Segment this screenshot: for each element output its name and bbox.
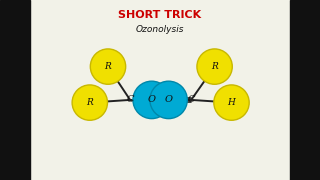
Bar (290, 0, 320, 180)
Text: C: C (126, 95, 134, 104)
Text: C: C (188, 95, 195, 104)
Bar (0, 0, 30, 180)
Circle shape (133, 81, 171, 119)
Circle shape (72, 85, 108, 120)
Circle shape (214, 85, 249, 120)
Text: R: R (105, 62, 111, 71)
Text: H: H (228, 98, 236, 107)
Text: O: O (148, 95, 156, 104)
Circle shape (90, 49, 126, 84)
Text: SHORT TRICK: SHORT TRICK (118, 10, 202, 20)
Circle shape (197, 49, 232, 84)
Text: O: O (164, 95, 172, 104)
Text: R: R (211, 62, 218, 71)
Text: Ozonolysis: Ozonolysis (136, 26, 184, 35)
Text: R: R (86, 98, 93, 107)
Circle shape (150, 81, 187, 119)
